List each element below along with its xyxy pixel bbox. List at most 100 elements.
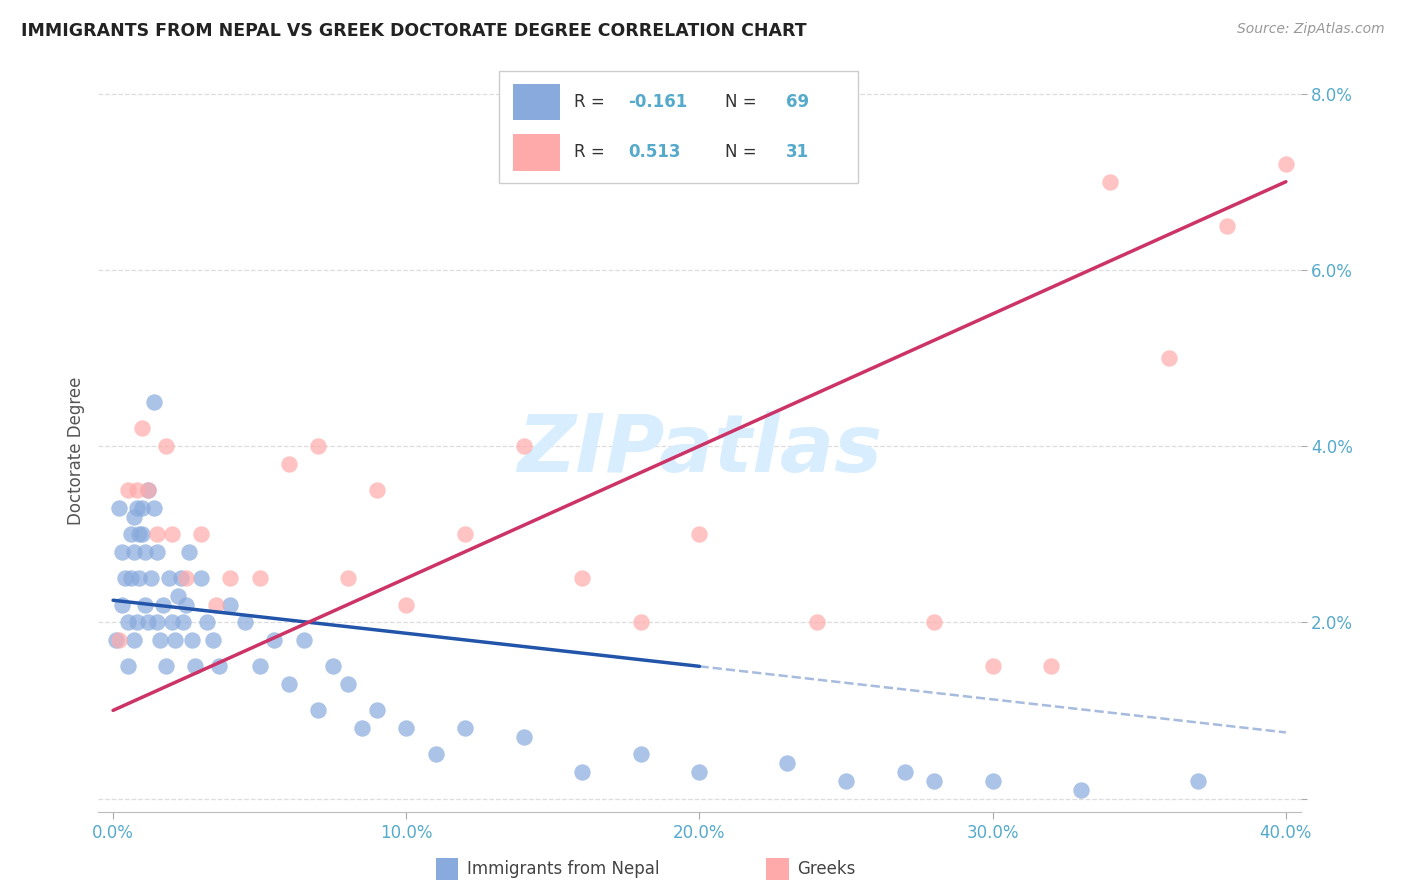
Point (630, 615, 652, 630)
Point (292, 632, 315, 647)
Point (208, 659, 231, 673)
Point (184, 659, 207, 673)
Point (922, 615, 945, 630)
Point (122, 545, 145, 559)
Point (179, 545, 201, 559)
Text: N =: N = (725, 93, 762, 111)
Point (181, 632, 204, 647)
Point (278, 677, 301, 691)
Point (117, 483, 139, 497)
Point (131, 421, 153, 435)
Point (125, 483, 148, 497)
Point (352, 721, 374, 735)
Point (835, 773, 858, 788)
Point (1275, 157, 1298, 171)
Point (149, 632, 172, 647)
Text: R =: R = (575, 144, 610, 161)
FancyBboxPatch shape (766, 858, 789, 880)
Point (1040, 659, 1063, 673)
Text: -0.161: -0.161 (628, 93, 688, 111)
Point (143, 500, 166, 515)
Point (125, 500, 148, 515)
Point (108, 500, 131, 515)
Point (160, 615, 183, 630)
Point (233, 615, 256, 630)
Text: IMMIGRANTS FROM NEPAL VS GREEK DOCTORATE DEGREE CORRELATION CHART: IMMIGRANTS FROM NEPAL VS GREEK DOCTORATE… (21, 22, 807, 40)
Point (136, 483, 159, 497)
Text: 69: 69 (786, 93, 808, 111)
Point (512, 439, 534, 453)
Point (1216, 219, 1239, 233)
Text: ZIPatlas: ZIPatlas (517, 411, 882, 490)
Point (134, 545, 156, 559)
Point (114, 571, 136, 585)
Point (108, 632, 131, 647)
Point (571, 765, 593, 780)
Point (1157, 351, 1180, 365)
Point (366, 703, 388, 717)
Point (1070, 782, 1092, 797)
Point (219, 598, 242, 612)
Point (806, 615, 828, 630)
Point (146, 545, 169, 559)
Point (160, 527, 183, 541)
Point (278, 457, 301, 471)
FancyBboxPatch shape (513, 84, 560, 120)
Point (201, 632, 224, 647)
Point (336, 677, 359, 691)
Point (195, 615, 218, 630)
Point (263, 632, 285, 647)
Point (512, 730, 534, 744)
Point (166, 589, 188, 603)
Point (689, 765, 711, 780)
Point (395, 721, 418, 735)
Point (204, 598, 226, 612)
Point (981, 773, 1004, 788)
Point (172, 615, 194, 630)
Point (111, 598, 134, 612)
Point (169, 571, 191, 585)
Point (1098, 175, 1121, 189)
Point (630, 747, 652, 762)
Text: 31: 31 (786, 144, 808, 161)
Point (128, 571, 150, 585)
FancyBboxPatch shape (513, 134, 560, 170)
Point (190, 527, 212, 541)
Point (249, 659, 271, 673)
FancyBboxPatch shape (436, 858, 458, 880)
Text: N =: N = (725, 144, 762, 161)
Point (893, 765, 915, 780)
Point (454, 527, 477, 541)
Text: Greeks: Greeks (797, 860, 856, 878)
Point (105, 632, 128, 647)
Point (219, 571, 242, 585)
Point (122, 509, 145, 524)
Point (131, 500, 153, 515)
Point (176, 571, 198, 585)
Point (322, 659, 344, 673)
Point (136, 615, 159, 630)
Point (134, 598, 156, 612)
Point (152, 598, 174, 612)
Point (163, 632, 186, 647)
Text: R =: R = (575, 93, 610, 111)
Point (395, 598, 418, 612)
Point (136, 483, 159, 497)
Point (111, 545, 134, 559)
Point (336, 571, 359, 585)
Text: Immigrants from Nepal: Immigrants from Nepal (467, 860, 659, 878)
Point (143, 395, 166, 409)
Point (131, 527, 153, 541)
Point (249, 571, 271, 585)
Point (120, 527, 142, 541)
Point (307, 439, 329, 453)
Point (141, 571, 163, 585)
Point (146, 527, 169, 541)
Point (922, 773, 945, 788)
Point (155, 439, 177, 453)
Point (425, 747, 447, 762)
Point (571, 571, 593, 585)
Point (981, 659, 1004, 673)
Point (454, 721, 477, 735)
Point (1187, 773, 1209, 788)
